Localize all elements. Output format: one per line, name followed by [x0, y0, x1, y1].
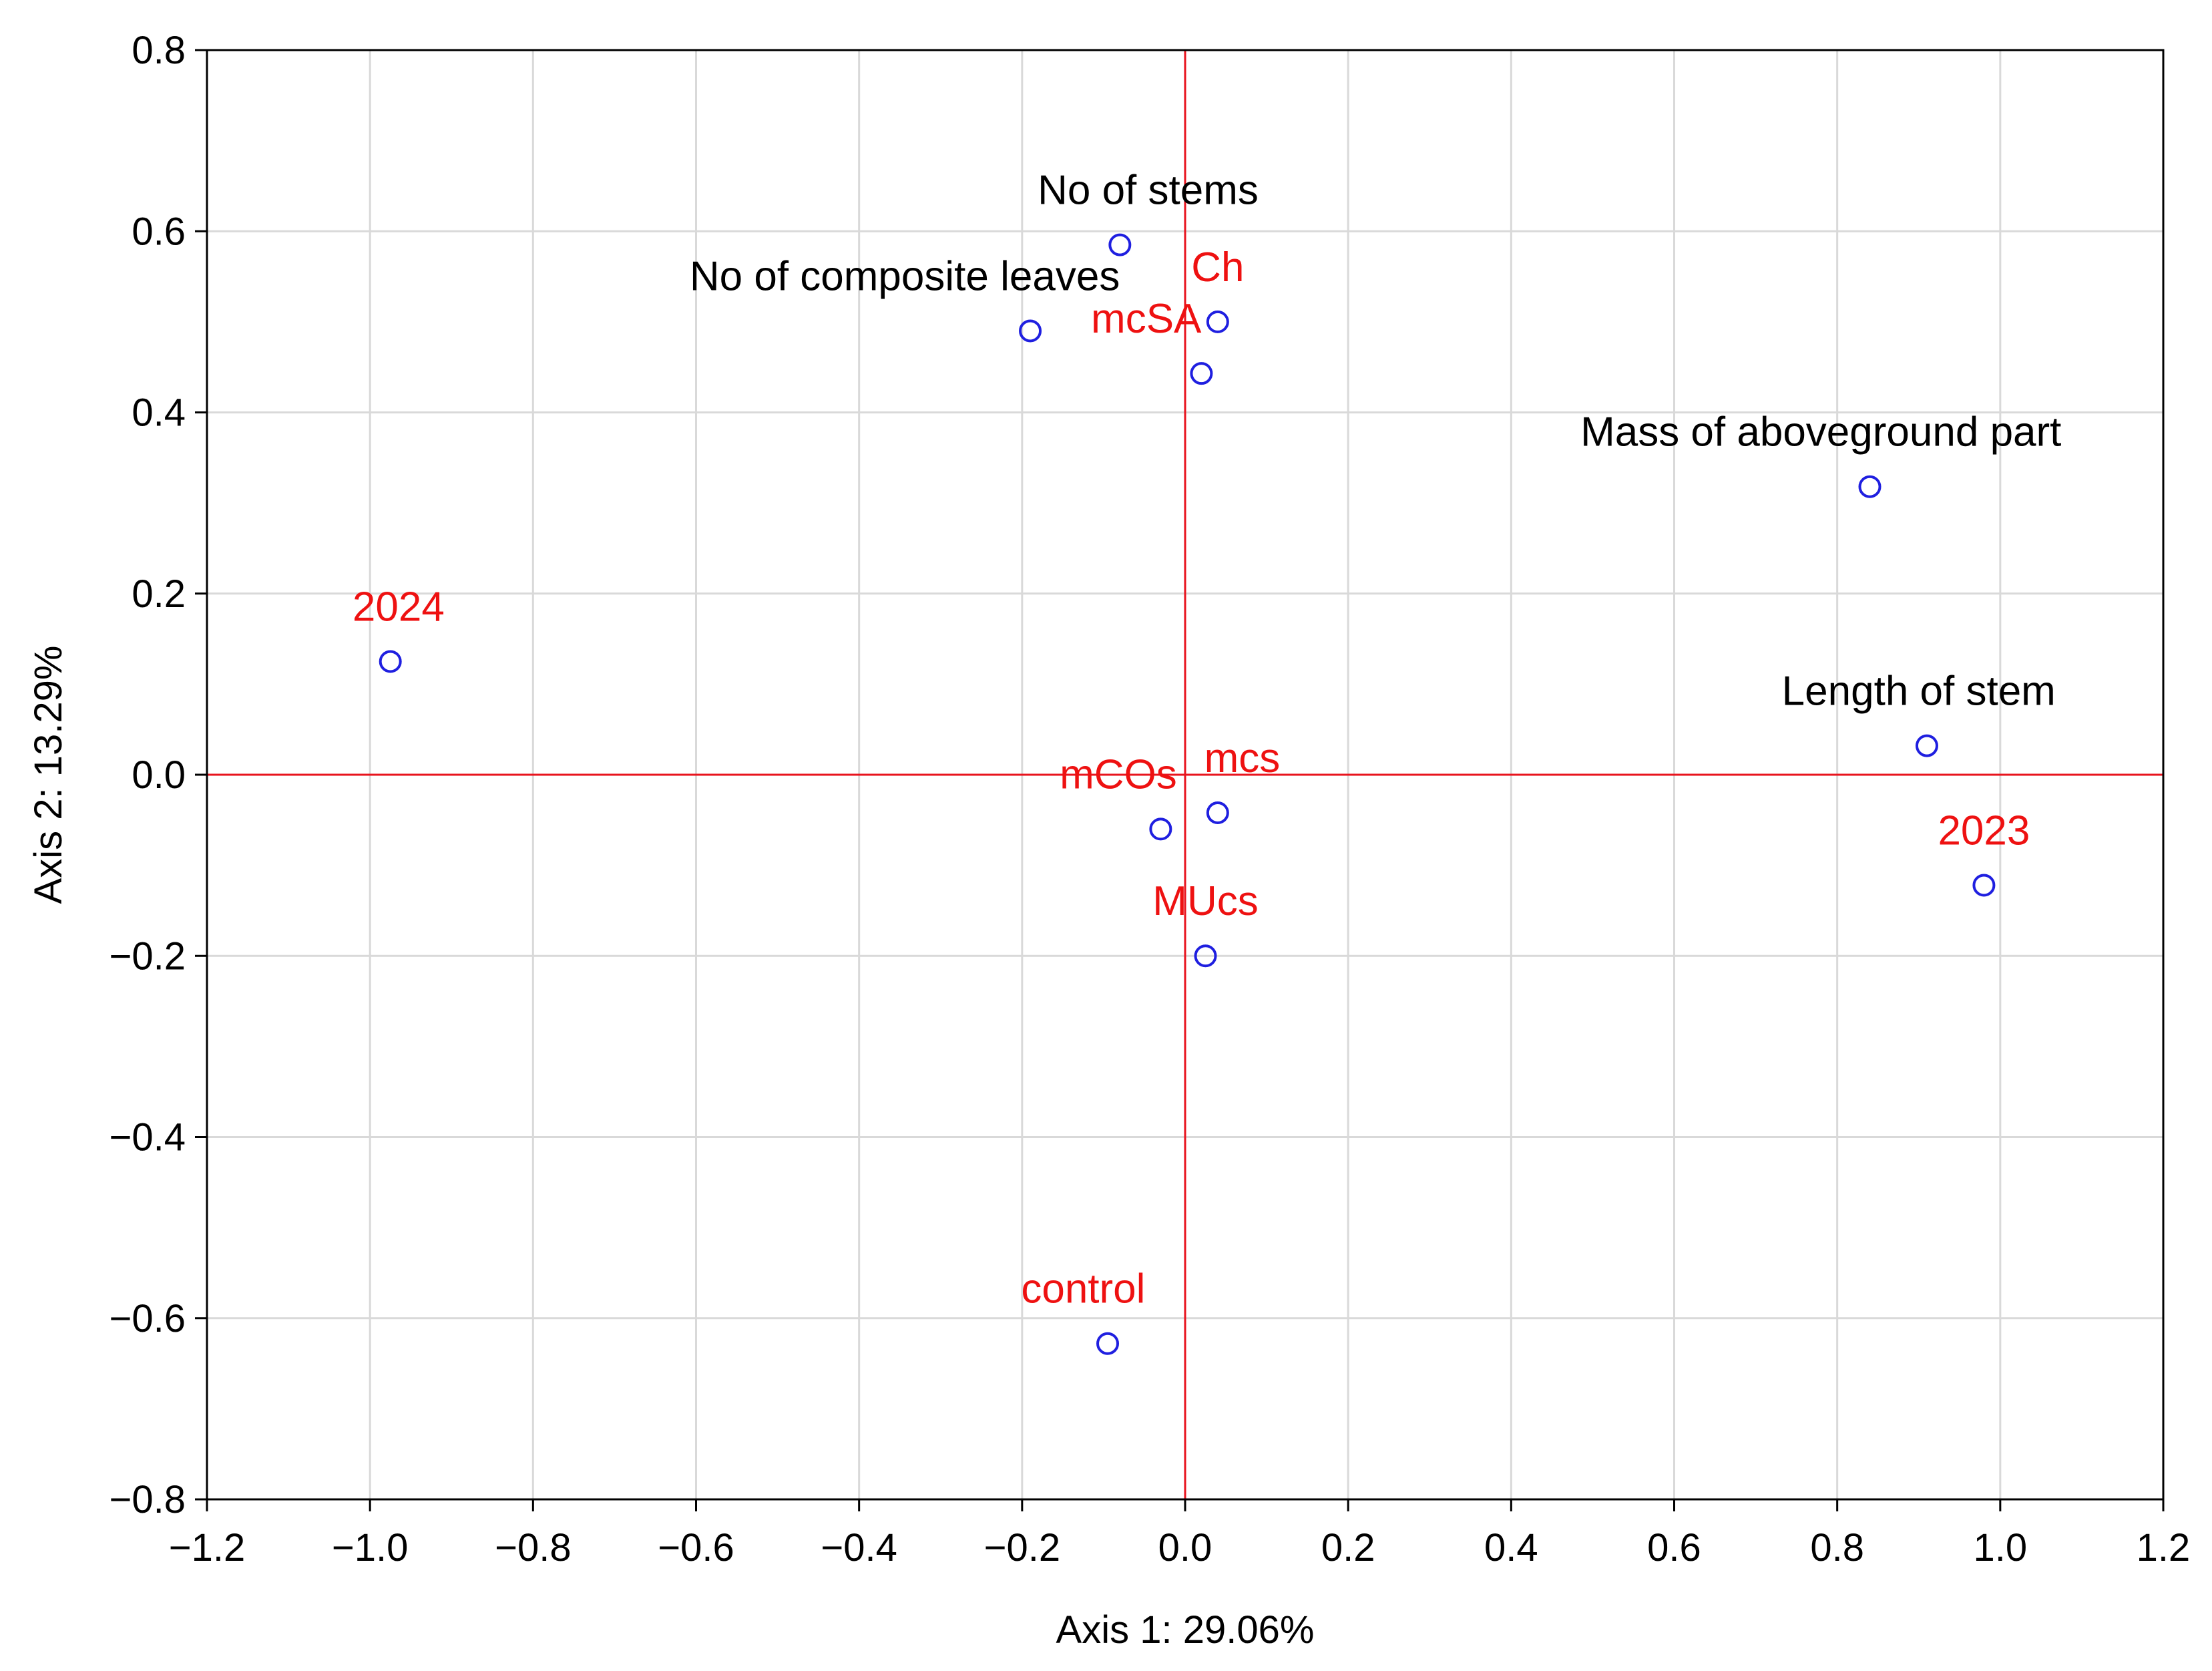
x-tick-label: 0.2 — [1321, 1526, 1375, 1569]
data-point-11: control — [1021, 1266, 1145, 1355]
x-tick-label: 0.6 — [1647, 1526, 1701, 1569]
x-tick-label: −0.2 — [984, 1526, 1061, 1569]
x-tick-label: −1.2 — [169, 1526, 246, 1569]
y-tick-label: 0.2 — [132, 572, 186, 616]
y-tick-label: −0.6 — [109, 1297, 186, 1340]
y-tick-label: 0.4 — [132, 391, 186, 435]
y-tick-label: 0.6 — [132, 210, 186, 253]
point-label: Length of stem — [1782, 669, 2056, 715]
point-label: mCOs — [1060, 751, 1177, 797]
y-tick-label: −0.2 — [109, 934, 186, 978]
point-marker — [1206, 801, 1229, 824]
data-point-9: 2023 — [1938, 807, 2030, 897]
point-marker — [1972, 874, 1996, 897]
x-tick-label: 0.0 — [1158, 1526, 1212, 1569]
x-tick-label: 1.0 — [1974, 1526, 2028, 1569]
point-marker — [1096, 1332, 1120, 1355]
point-marker — [379, 650, 402, 673]
point-marker — [1108, 233, 1132, 256]
data-point-5: 2024 — [353, 584, 445, 673]
point-label: No of stems — [1038, 168, 1259, 214]
x-axis-label: Axis 1: 29.06% — [1056, 1608, 1315, 1652]
reference-lines — [207, 50, 2163, 1499]
x-tick-label: −0.4 — [821, 1526, 897, 1569]
data-point-10: MUcs — [1152, 878, 1259, 968]
data-point-6: Length of stem — [1782, 669, 2056, 757]
x-tick-label: 1.2 — [2137, 1526, 2191, 1569]
x-tick-label: 0.4 — [1484, 1526, 1538, 1569]
point-marker — [1149, 817, 1172, 841]
x-tick-label: −0.8 — [495, 1526, 572, 1569]
point-label: No of composite leaves — [690, 253, 1120, 299]
x-axis-ticks: −1.2 −1.0 −0.8 −0.6 −0.4 −0.2 0.0 0.2 0.4 0.6 0.8 1… — [169, 1499, 2191, 1569]
y-tick-label: 0.8 — [132, 29, 186, 72]
point-marker — [1206, 310, 1229, 333]
x-tick-label: −1.0 — [332, 1526, 409, 1569]
point-marker — [1858, 475, 1882, 498]
data-points: No of stems No of composite leaves Ch mcSA M… — [353, 168, 2061, 1355]
data-point-2: Ch — [1191, 244, 1244, 333]
data-point-7: mcs — [1204, 735, 1281, 824]
point-marker — [1190, 362, 1213, 385]
data-point-1: No of composite leaves — [690, 253, 1120, 343]
data-point-4: Mass of aboveground part — [1580, 409, 2061, 498]
point-label: mcs — [1204, 735, 1281, 781]
y-axis-label: Axis 2: 13.29% — [27, 646, 70, 904]
x-tick-label: −0.6 — [658, 1526, 734, 1569]
data-point-0: No of stems — [1038, 168, 1259, 256]
point-label: 2023 — [1938, 807, 2030, 854]
point-label: Mass of aboveground part — [1580, 409, 2061, 455]
data-point-8: mCOs — [1060, 751, 1177, 841]
x-tick-label: 0.8 — [1810, 1526, 1864, 1569]
point-label: Ch — [1191, 244, 1244, 291]
data-point-3: mcSA — [1091, 296, 1213, 385]
point-label: 2024 — [353, 584, 445, 630]
y-tick-label: 0.0 — [132, 753, 186, 797]
y-tick-label: −0.8 — [109, 1478, 186, 1521]
point-marker — [1194, 944, 1217, 968]
point-marker — [1019, 319, 1042, 343]
point-label: control — [1021, 1266, 1145, 1312]
y-tick-label: −0.4 — [109, 1116, 186, 1159]
point-label: mcSA — [1091, 296, 1202, 342]
y-axis-ticks: −0.8 −0.6 −0.4 −0.2 0.0 0.2 0.4 0.6 0.8 — [109, 29, 207, 1521]
point-label: MUcs — [1152, 878, 1258, 924]
point-marker — [1915, 734, 1938, 757]
